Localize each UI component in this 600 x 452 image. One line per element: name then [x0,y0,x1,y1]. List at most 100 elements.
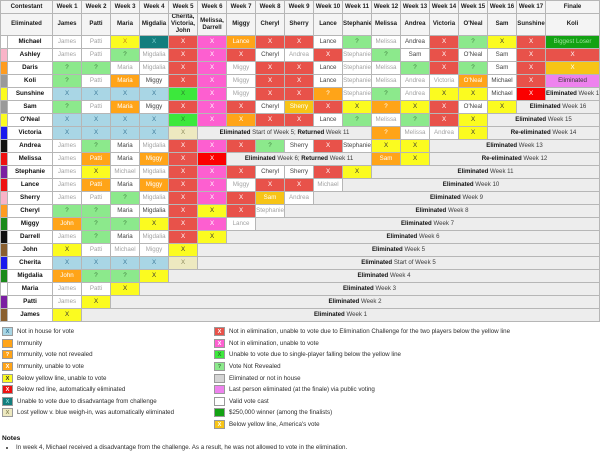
col-header-week-2: Week 2 [81,0,112,14]
vote-cell: X [139,113,170,127]
vote-cell: O'Neal [458,100,489,114]
vote-cell: Maria [110,204,141,218]
contestant-color-strip [0,204,8,218]
contestant-name: Stephanie [6,165,54,179]
vote-cell: Stephanie [342,48,373,62]
vote-cell: X [516,48,547,62]
vote-cell: X [313,165,344,179]
vote-cell: James [52,295,83,309]
legend-swatch-left-6: X [2,385,13,395]
contestant-name: James [6,308,54,322]
vote-cell: Maria [110,100,141,114]
vote-cell: X [429,61,460,75]
contestant-name: Sunshine [6,87,54,101]
vote-cell: Maria [110,139,141,153]
contestant-color-strip [0,139,8,153]
vote-cell: Sam [487,61,518,75]
vote-cell: X [139,126,170,140]
vote-cell: Lance [313,113,344,127]
col-header-week-11: Week 11 [342,0,373,14]
table-row: Stephanie James X Michael Migdalia X X X Cheryl S… [0,165,600,179]
vote-cell: O'Neal [458,74,489,88]
vote-cell: ? [81,217,112,231]
legend-item: X Lost yellow v. blue weigh-in, was autom… [2,407,214,419]
vote-cell: X [545,61,600,75]
eliminated-week-11: Stephanie [342,13,373,36]
vote-cell: X [139,87,170,101]
table-row: Maria James Patti X Eliminated Week 3 [0,282,600,296]
legend-label: Vote Not Revealed [229,363,281,371]
vote-cell: X [226,165,257,179]
vote-cell: Melissa [371,74,402,88]
table-row: John X Patti Michael Miggy X Eliminated Week 5 [0,243,600,257]
vote-cell: X [168,48,199,62]
col-header-week-14: Week 14 [429,0,460,14]
contestant-color-strip [0,165,8,179]
col-header-week-16: Week 16 [487,0,518,14]
contestant-name: Andrea [6,139,54,153]
vote-cell: X [81,256,112,270]
eliminated-week-18: Koli [545,13,600,36]
header-row-weeks: Contestant Week 1 Week 2 Week 3 Week 4 Week 5… [0,0,600,14]
vote-cell: ? [81,139,112,153]
vote-cell: X [255,113,286,127]
vote-cell: X [168,204,199,218]
elimination-note: Eliminated Start of Week 5 [197,256,600,270]
legend-swatch-left-3: ? [2,350,13,360]
vote-cell: Maria [110,74,141,88]
vote-cell: John [52,269,83,283]
vote-cell: Melissa [371,35,402,49]
legend-label: Unable to vote due to single-player fall… [229,351,401,359]
table-row: Sunshine X X X X X X Miggy X X? Stephanie? Andrea X X… [0,87,600,101]
table-row: O'Neal X X X X X X X X X Lance? Melissa? X X Eliminate… [0,113,600,127]
header-row-eliminated: Eliminated James Patti Maria Migdalia Cherita… [0,13,600,36]
legend-label: Last person eliminated (at the finale) v… [229,386,375,394]
table-row: Melissa James Patti Maria Miggy X X Eliminated … [0,152,600,166]
contestant-color-strip [0,126,8,140]
vote-cell: X [81,165,112,179]
elimination-note: Eliminated Week 10 [342,178,600,192]
col-header-week-15: Week 15 [458,0,489,14]
col-header-week-7: Week 7 [226,0,257,14]
table-row: Ashley James Patti? Migdalia X X X Cheryl Andrea… [0,48,600,62]
legend-item: X Not in elimination, unable to vote [214,338,600,350]
vote-cell: Andrea [284,191,315,205]
vote-cell: X [168,113,199,127]
notes-title: Notes [2,435,21,443]
legend-swatch-right-8 [214,408,225,418]
vote-cell: X [168,87,199,101]
vote-cell: Migdalia [139,230,170,244]
vote-cell: X [81,295,112,309]
elimination-note: Eliminated Week 13 [429,139,600,153]
contestant-name: Daris [6,61,54,75]
vote-cell: ? [110,191,141,205]
vote-cell: Stephanie [342,74,373,88]
vote-cell: X [168,61,199,75]
col-header-week-3: Week 3 [110,0,141,14]
vote-cell: Sherry [284,139,315,153]
vote-cell: X [226,204,257,218]
vote-cell: X [429,113,460,127]
contestant-color-strip [0,282,8,296]
vote-cell: X [110,35,141,49]
vote-cell: X [284,178,315,192]
vote-cell: X [458,113,489,127]
vote-cell: Miggy [226,178,257,192]
vote-cell: X [168,100,199,114]
vote-cell: ? [52,100,83,114]
col-header-week-4: Week 4 [139,0,170,14]
legend-label: Immunity, unable to vote [17,363,84,371]
eliminated-week-7: Miggy [226,13,257,36]
eliminated-week-14: Victoria [429,13,460,36]
vote-cell: ? [458,61,489,75]
vote-cell: Cheryl [255,100,286,114]
elimination-note: Eliminated Week 9 [313,191,600,205]
vote-cell: X [458,126,489,140]
vote-cell: X [400,152,431,166]
vote-cell: Migdalia [139,48,170,62]
vote-cell: X [197,178,228,192]
legend-label: Not in house for vote [17,328,75,336]
vote-cell: X [429,48,460,62]
vote-cell: X [197,204,228,218]
